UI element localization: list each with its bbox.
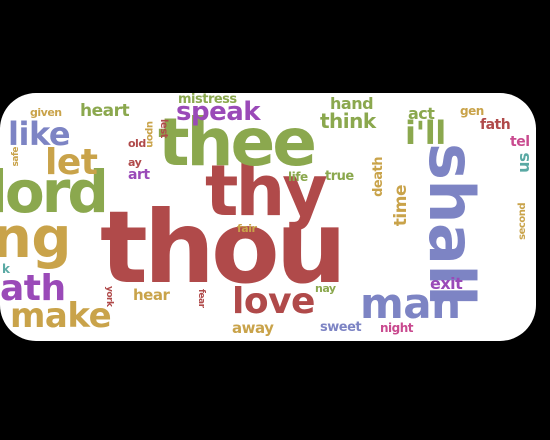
word-upon: upon [144,121,155,148]
word-like: like [8,115,71,153]
word-art: art [128,167,150,183]
word-ng: ng [0,206,71,271]
word-heart: heart [80,101,130,121]
word-act: act [408,104,435,123]
word-us: us [514,153,533,173]
word-life: life [288,170,308,184]
word-father: fath [480,117,511,133]
word-time: time [391,185,411,227]
word-fear: fear [196,289,206,308]
word-speak: speak [176,97,261,127]
word-shall: shall [415,143,488,306]
word-ath: ath [0,268,66,309]
word-thou: thou [100,189,347,306]
word-given: given [30,106,62,119]
word-love: love [232,281,315,322]
word-safe: safe [11,147,21,167]
word-sweet: sweet [320,320,362,335]
word-think: think [320,109,376,133]
word-exit: exit [430,274,463,293]
word-york: york [104,286,114,307]
word-i-ll: i'll [405,114,446,152]
word-k: k [2,262,10,276]
word-lord: lord [0,158,109,226]
word-night: night [380,321,414,335]
word-death: death [371,157,386,197]
word-true: true [325,169,354,184]
word-away: away [232,319,274,337]
word-man: man [360,279,461,328]
word-fair: fair [237,222,257,235]
word-lest: lest [158,119,169,138]
word-ay: ay [128,156,142,169]
word-old: old [128,137,146,150]
word-let: let [45,142,98,183]
word-nay: nay [315,282,336,295]
word-second: second [517,203,528,240]
word-thee: thee [158,104,317,181]
word-cloud-canvas: thou thy thee lord shall ng man love mak… [0,93,536,341]
word-thy: thy [205,150,328,232]
word-mistress: mistress [178,93,237,107]
word-hear: hear [133,286,170,304]
word-gentle: gen [460,104,484,118]
word-tell: tel [510,134,530,150]
word-make: make [10,296,112,336]
word-hand: hand [330,94,374,113]
